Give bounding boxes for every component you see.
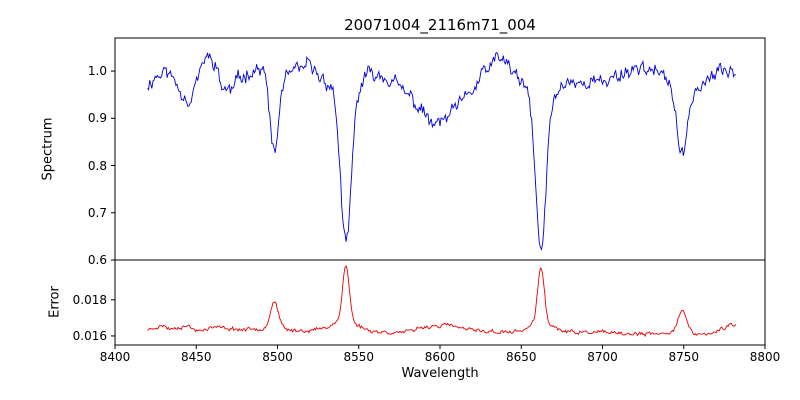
x-tick-label: 8750 (668, 350, 700, 364)
chart-title: 20071004_2116m71_004 (344, 16, 536, 34)
x-tick-label: 8550 (343, 350, 375, 364)
x-tick-label: 8400 (99, 350, 131, 364)
x-tick-label: 8700 (587, 350, 618, 364)
x-tick-label: 8600 (424, 350, 456, 364)
y-tick-label: 1.0 (87, 64, 107, 79)
error-line (147, 265, 737, 338)
y-tick-label: 0.018 (72, 292, 107, 307)
y-tick-label: 0.9 (87, 111, 107, 126)
x-tick-label: 8500 (262, 350, 293, 364)
y-tick-label: 0.8 (87, 158, 107, 173)
y-tick-label: 0.7 (87, 205, 107, 220)
x-axis-label: Wavelength (401, 366, 479, 381)
spectrum-line (147, 51, 736, 251)
y-tick-label: 0.016 (72, 329, 107, 343)
x-tick-label: 8800 (749, 350, 781, 364)
x-tick-label: 8450 (181, 350, 212, 364)
x-tick-label: 8650 (506, 350, 537, 364)
axis-ticks (111, 70, 766, 349)
y-tick-label: 0.6 (87, 253, 107, 267)
